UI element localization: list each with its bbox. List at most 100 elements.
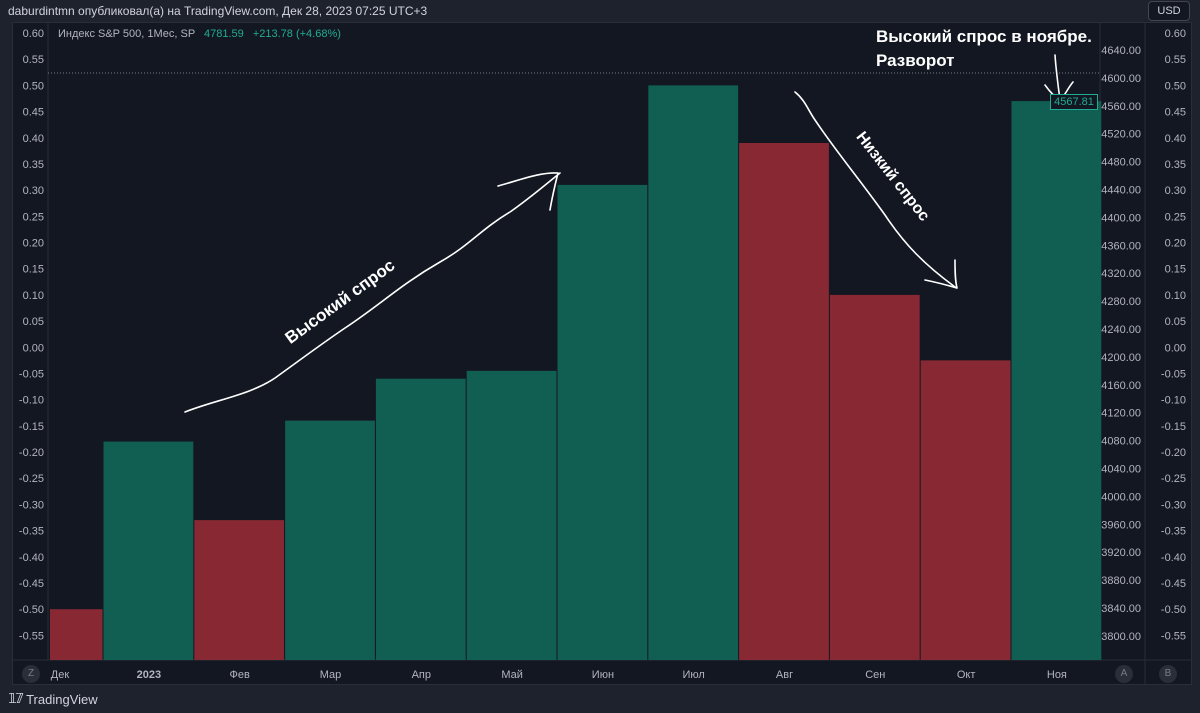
bar-3: [285, 420, 375, 660]
price-change: +213.78 (+4.68%): [252, 28, 341, 40]
price-axis-tick: 4120.00: [1101, 408, 1141, 420]
right-axis-tick: -0.40: [1161, 552, 1186, 564]
left-axis-tick: 0.60: [23, 28, 44, 40]
right-axis-tick: -0.55: [1161, 630, 1186, 642]
right-axis-tick: 0.05: [1165, 316, 1186, 328]
left-axis-tick: -0.55: [19, 630, 44, 642]
price-axis-tick: 3960.00: [1101, 519, 1141, 531]
price-axis-tick: 4280.00: [1101, 296, 1141, 308]
bar-9: [829, 294, 920, 660]
price-axis-tick: 3840.00: [1101, 603, 1141, 615]
footer-brand[interactable]: 𝟙𝟟 TradingView: [8, 691, 98, 707]
left-axis-tick: -0.05: [19, 368, 44, 380]
time-axis-label: Мар: [320, 669, 342, 681]
right-axis-tick: 0.30: [1165, 185, 1186, 197]
right-axis-tick: 0.15: [1165, 264, 1186, 276]
right-axis-tick: 0.10: [1165, 290, 1186, 302]
right-axis-tick: 0.40: [1165, 133, 1186, 145]
left-axis-tick: -0.35: [19, 526, 44, 538]
time-axis-label: Июн: [592, 669, 614, 681]
arrow-up-line: [184, 172, 561, 413]
right-axis-tick: -0.10: [1161, 395, 1186, 407]
bar-2: [194, 520, 285, 660]
time-axis-label: Дек: [51, 669, 70, 681]
bar-4: [375, 378, 466, 660]
bar-11: [1011, 101, 1102, 661]
bar-5: [466, 370, 557, 660]
left-axis-tick: 0.40: [23, 133, 44, 145]
price-axis-tick: 4160.00: [1101, 380, 1141, 392]
right-axis-tick: 0.50: [1165, 80, 1186, 92]
bar-0: [50, 609, 103, 660]
time-axis-label: Сен: [865, 669, 885, 681]
left-axis-tick: 0.25: [23, 211, 44, 223]
price-axis-tick: 4200.00: [1101, 352, 1141, 364]
right-axis-tick: -0.50: [1161, 604, 1186, 616]
time-axis-label: 2023: [137, 669, 161, 681]
left-axis-tick: -0.50: [19, 604, 44, 616]
left-axis-tick: 0.45: [23, 107, 44, 119]
tradingview-logo-icon: 𝟙𝟟: [8, 691, 24, 706]
left-axis-tick: 0.35: [23, 159, 44, 171]
price-axis-tick: 4560.00: [1101, 101, 1141, 113]
bar-7: [648, 85, 739, 660]
price-axis-tick: 4000.00: [1101, 491, 1141, 503]
scale-a-button[interactable]: A: [1115, 665, 1133, 683]
annotation-november-line1: Высокий спрос в ноябре.: [876, 27, 1092, 46]
time-axis-label: Апр: [412, 669, 431, 681]
right-axis-tick: -0.35: [1161, 526, 1186, 538]
right-axis-tick: 0.45: [1165, 107, 1186, 119]
time-axis-label: Июл: [683, 669, 705, 681]
right-axis-tick: 0.55: [1165, 54, 1186, 66]
right-axis-tick: 0.35: [1165, 159, 1186, 171]
right-axis-tick: 0.00: [1165, 342, 1186, 354]
brand-name: TradingView: [26, 691, 98, 707]
left-axis-tick: 0.15: [23, 264, 44, 276]
right-axis-tick: -0.30: [1161, 499, 1186, 511]
left-axis-tick: 0.20: [23, 238, 44, 250]
price-axis-tick: 3880.00: [1101, 575, 1141, 587]
scale-b-button[interactable]: B: [1159, 665, 1177, 683]
bar-10: [920, 360, 1011, 660]
price-axis-tick: 4240.00: [1101, 324, 1141, 336]
left-axis-tick: 0.55: [23, 54, 44, 66]
right-axis-tick: -0.25: [1161, 473, 1186, 485]
price-axis-tick: 4040.00: [1101, 464, 1141, 476]
left-axis-tick: 0.10: [23, 290, 44, 302]
bar-1: [103, 441, 194, 660]
right-axis-tick: -0.45: [1161, 578, 1186, 590]
left-axis-tick: 0.30: [23, 185, 44, 197]
annotation-november-line2: Разворот: [876, 51, 955, 70]
price-axis-tick: 4520.00: [1101, 129, 1141, 141]
price-axis-tick: 3920.00: [1101, 547, 1141, 559]
arrow-up-head-icon: [497, 172, 559, 211]
symbol-legend: Индекс S&P 500, 1Мес, SP 4781.59 +213.78…: [58, 28, 341, 40]
currency-button[interactable]: USD: [1148, 1, 1190, 21]
price-axis-tick: 4360.00: [1101, 240, 1141, 252]
left-axis-tick: 0.00: [23, 342, 44, 354]
price-axis-tick: 3800.00: [1101, 631, 1141, 643]
publisher-header: daburdintmn опубликовал(а) на TradingVie…: [8, 4, 428, 18]
right-axis-tick: -0.15: [1161, 421, 1186, 433]
time-axis-label: Ноя: [1047, 669, 1067, 681]
auto-scale-button[interactable]: Z: [22, 665, 40, 683]
left-axis-tick: -0.10: [19, 395, 44, 407]
arrow-down-head-icon: [924, 259, 958, 289]
price-axis-tick: 4400.00: [1101, 212, 1141, 224]
left-axis-tick: -0.30: [19, 499, 44, 511]
price-axis-tick: 4440.00: [1101, 185, 1141, 197]
left-axis-tick: -0.15: [19, 421, 44, 433]
time-axis-label: Окт: [957, 669, 976, 681]
price-axis-tick: 4320.00: [1101, 268, 1141, 280]
left-axis-tick: -0.20: [19, 447, 44, 459]
left-axis-tick: 0.50: [23, 80, 44, 92]
bar-8: [739, 142, 829, 661]
left-axis-tick: -0.25: [19, 473, 44, 485]
left-axis-tick: -0.45: [19, 578, 44, 590]
price-axis-tick: 4640.00: [1101, 45, 1141, 57]
right-axis-tick: -0.05: [1161, 368, 1186, 380]
symbol-name[interactable]: Индекс S&P 500, 1Мес, SP: [58, 28, 195, 40]
last-price-tag: 4567.81: [1050, 94, 1098, 110]
price-axis-tick: 4600.00: [1101, 73, 1141, 85]
